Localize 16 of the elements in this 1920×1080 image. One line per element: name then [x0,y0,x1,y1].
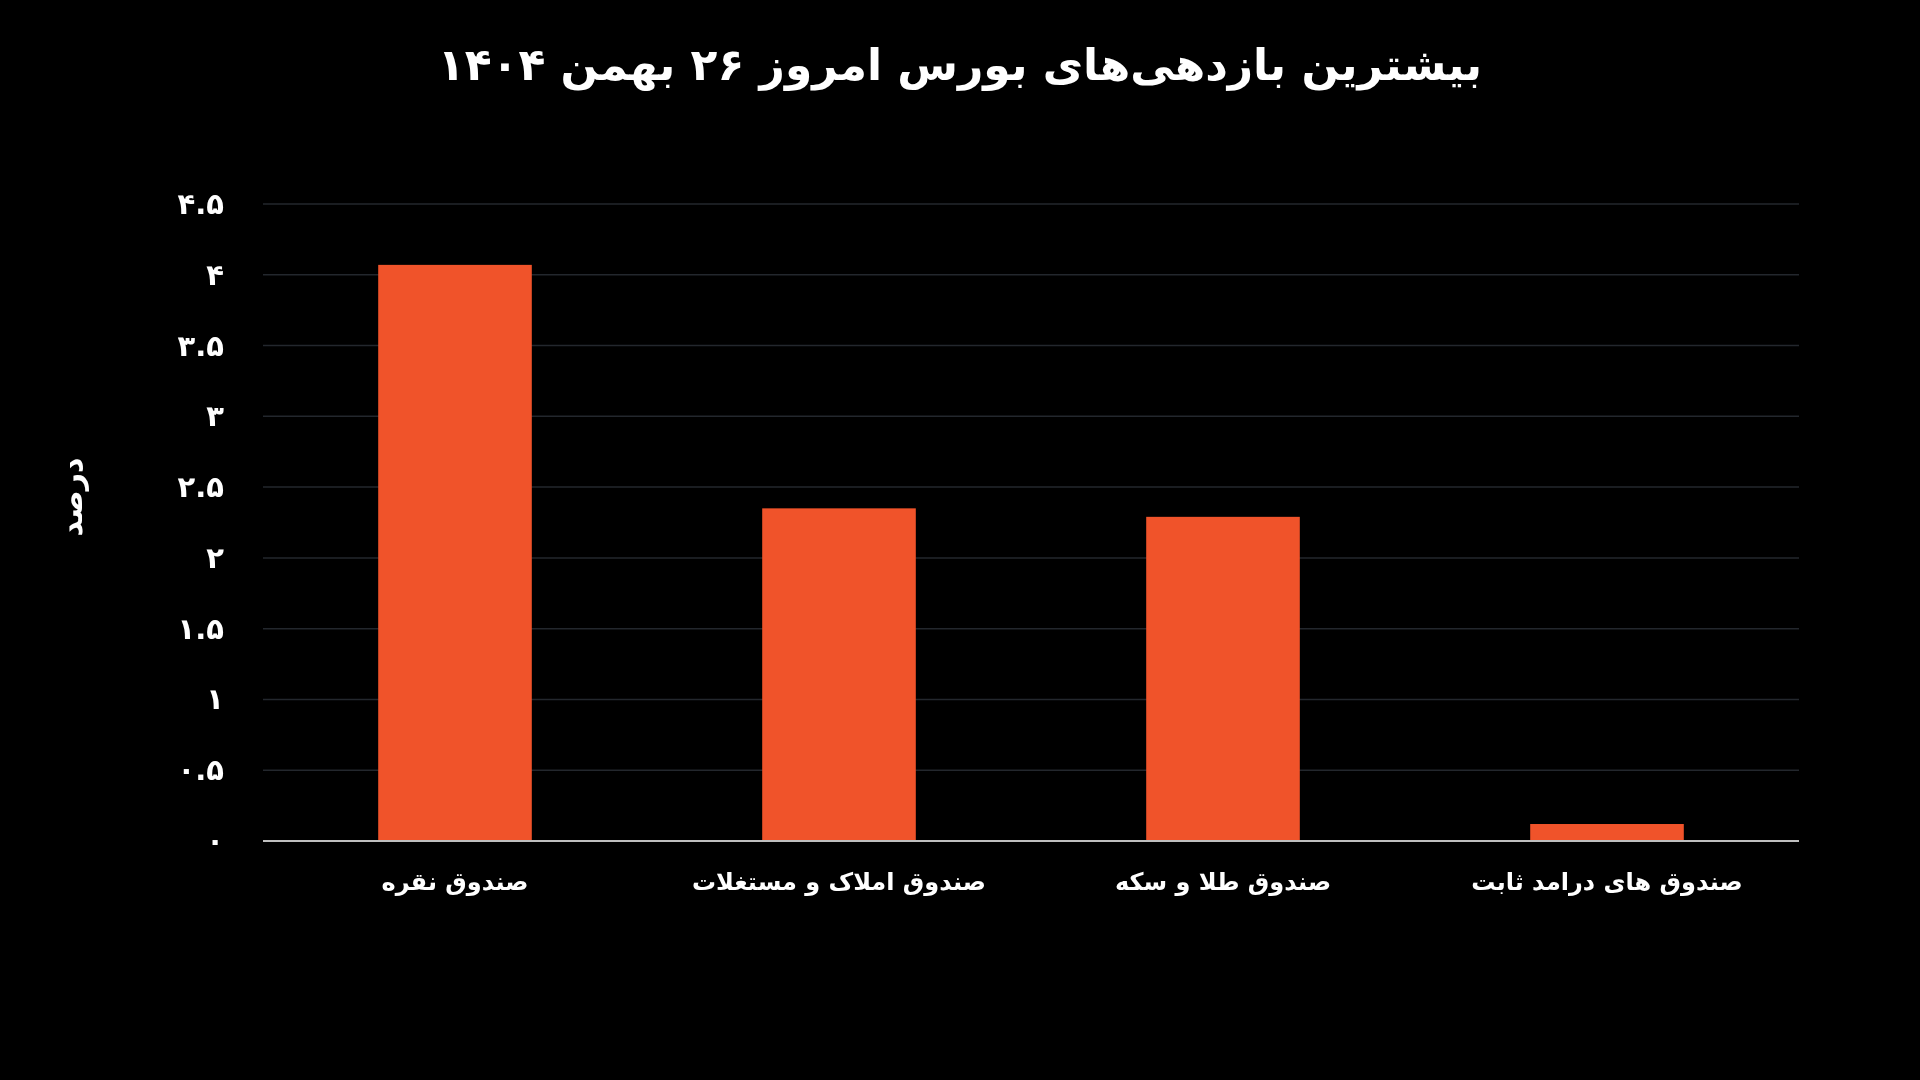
x-tick-label: صندوق های درامد ثابت [1471,868,1743,896]
y-tick-label: ۰ [206,824,224,858]
y-tick-label: ۳ [206,399,225,434]
title: بیشترین بازدهی‌های بورس امروز ۲۶ بهمن ۱۴۰۴ [437,39,1483,90]
y-tick-label: ۴.۵ [177,187,224,221]
y-tick-label: ۱.۵ [177,611,224,646]
y-tick-label: ۲ [206,540,225,575]
x-tick-label: صندوق املاک و مستغلات [691,868,987,896]
y-tick-label: ۴ [206,257,224,292]
y-tick-label: ۳.۵ [177,328,224,363]
ylabel: درصد [54,457,89,537]
y-tick-label: ۱ [206,682,224,717]
y-tick-label: ۲.۵ [177,470,224,505]
y-tick-label: ۰.۵ [177,753,224,788]
x-tick-label: صندوق طلا و سکه [1114,868,1332,896]
x-tick-label: صندوق نقره [381,868,529,896]
